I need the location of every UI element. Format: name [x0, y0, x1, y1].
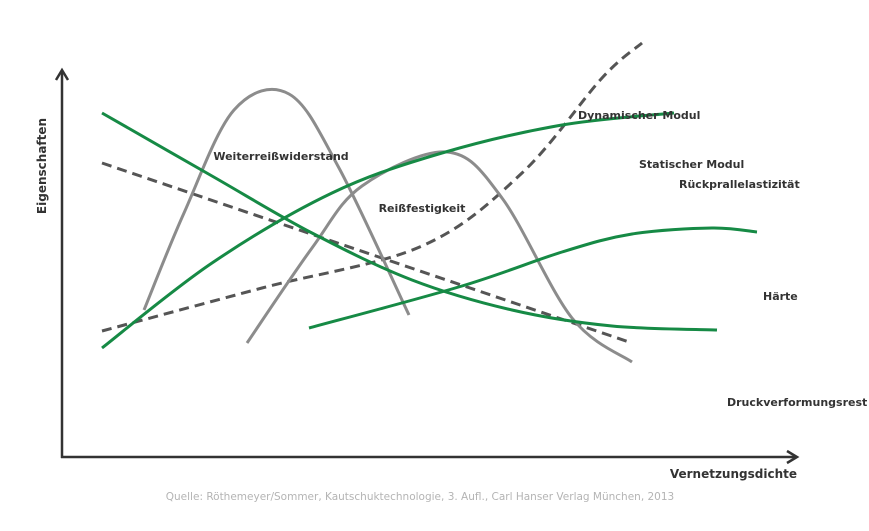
series-line-haerte	[308, 226, 758, 330]
series-line-druckverformungsrest	[101, 111, 718, 332]
series-line-rueckprallelastizitaet	[101, 111, 675, 350]
series-line-reissfestigkeit	[245, 150, 633, 364]
x-axis-arrowhead	[786, 449, 800, 465]
series-label-dynamischer-modul: Dynamischer Modul	[578, 109, 700, 122]
series-label-weiterreisswiderstand: Weiterreißwiderstand	[213, 150, 348, 163]
series-label-statischer-modul: Statischer Modul	[639, 158, 744, 171]
series-labels: Dynamischer Modul Statischer Modul Weiterr…	[213, 109, 867, 409]
series-label-haerte: Härte	[763, 290, 798, 303]
series-line-weiterreisswiderstand	[142, 87, 411, 316]
source-caption: Quelle: Röthemeyer/Sommer, Kautschuktech…	[166, 491, 674, 503]
y-axis-label: Eigenschaften	[35, 118, 49, 214]
series-label-druckverformungsrest: Druckverformungsrest	[727, 396, 867, 409]
plot-area	[101, 41, 758, 364]
x-axis-label: Vernetzungsdichte	[670, 467, 797, 481]
series-line-dynamischer-modul	[101, 161, 633, 345]
axes	[54, 67, 800, 465]
series-line-statischer-modul	[101, 41, 643, 333]
series-label-reissfestigkeit: Reißfestigkeit	[379, 202, 466, 215]
y-axis-arrowhead	[54, 67, 70, 81]
series-label-rueckprallelastizitaet: Rückprallelastizität	[679, 178, 800, 191]
